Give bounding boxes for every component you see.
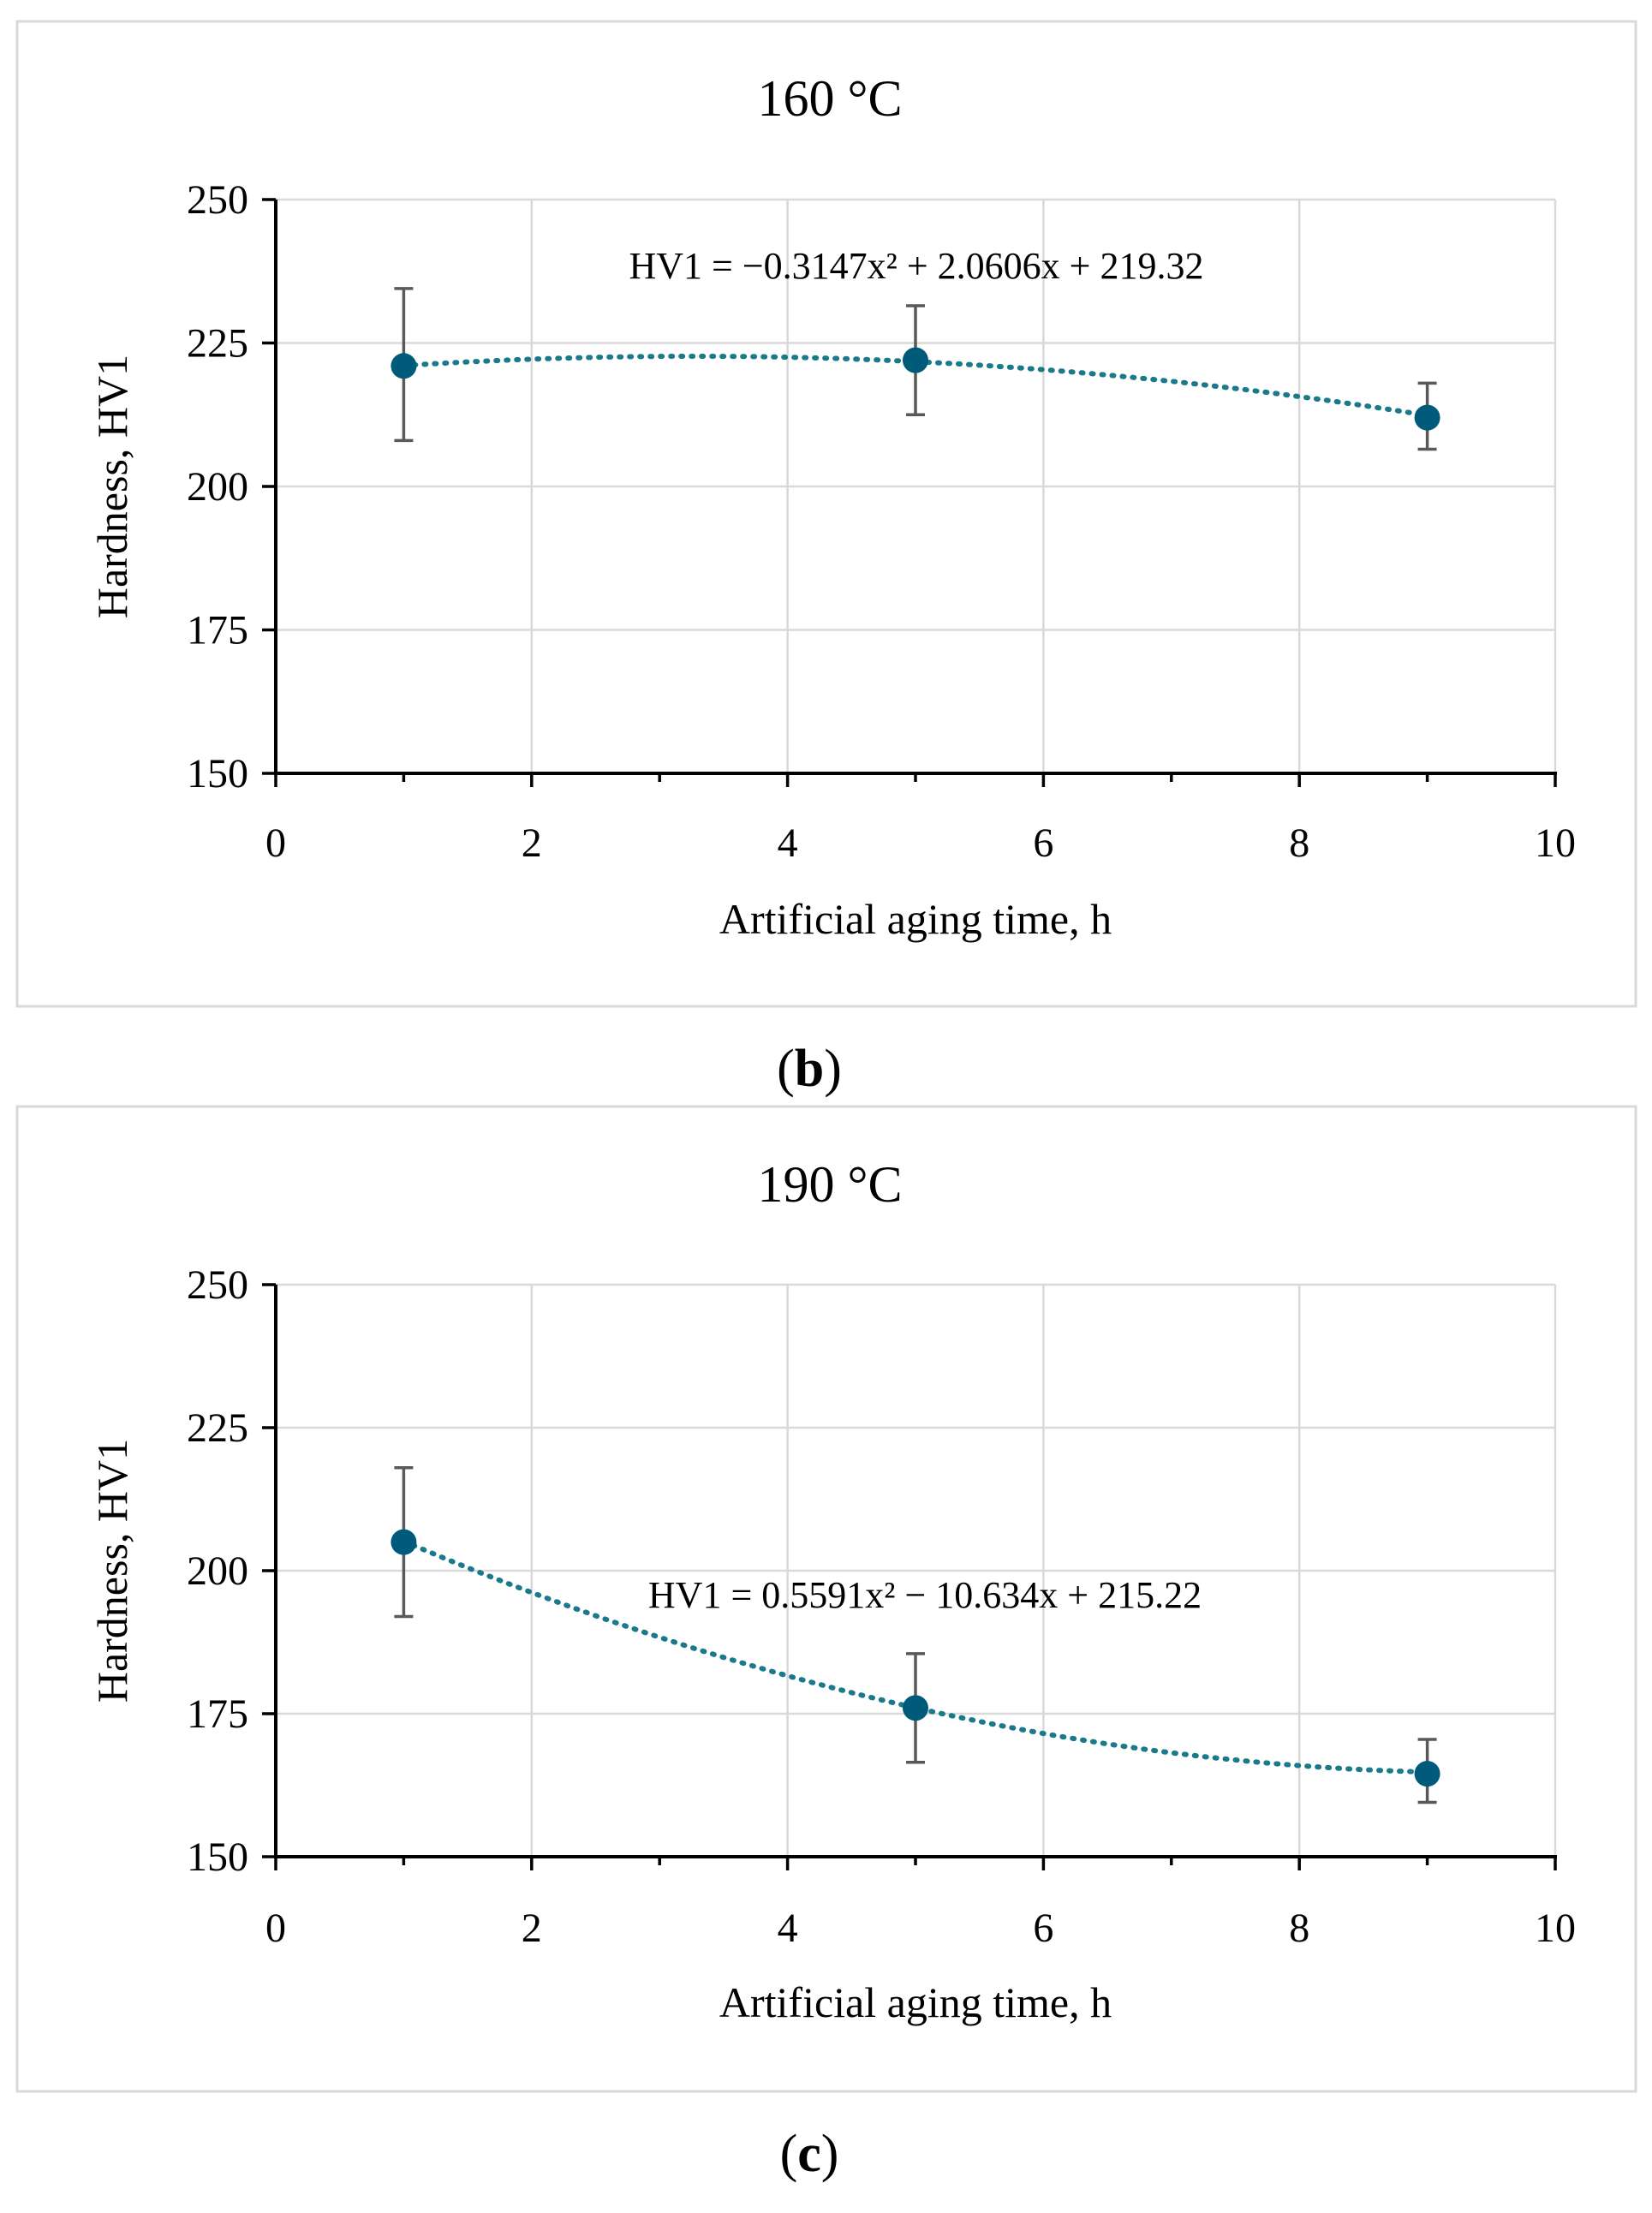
y-tick-label: 250 [187,177,248,223]
y-tick-label: 200 [187,1548,248,1594]
chart-frame [15,20,1637,1008]
y-tick-label: 150 [187,751,248,796]
x-tick-label: 8 [1289,1906,1309,1951]
y-tick-label: 225 [187,321,248,367]
data-point [391,353,417,379]
trendline-equation: HV1 = −0.3147x² + 2.0606x + 219.32 [629,245,1204,287]
y-axis-label: Hardness, HV1 [88,1439,136,1703]
panel-label: (c) [780,2125,839,2183]
data-point [1414,1761,1440,1787]
y-tick-label: 150 [187,1834,248,1880]
data-point [903,1695,928,1721]
y-tick-label: 225 [187,1405,248,1451]
x-tick-label: 10 [1535,820,1576,866]
data-point [903,347,928,373]
x-tick-label: 8 [1289,820,1309,866]
x-tick-label: 2 [522,820,542,866]
chart-title: 190 °C [757,1156,902,1213]
x-tick-label: 4 [778,1906,798,1951]
y-tick-label: 250 [187,1262,248,1308]
x-axis-label: Artificial aging time, h [719,1978,1112,2026]
x-tick-label: 6 [1033,1906,1053,1951]
y-axis-label: Hardness, HV1 [88,355,136,618]
x-tick-label: 6 [1033,820,1053,866]
x-tick-label: 0 [265,820,286,866]
panel-label: (b) [777,1040,842,1098]
y-tick-label: 200 [187,464,248,510]
x-tick-label: 4 [778,820,798,866]
chart-title: 160 °C [757,70,902,127]
trendline [401,1538,1430,1775]
trendline-equation: HV1 = 0.5591x² − 10.634x + 215.22 [648,1574,1202,1616]
data-point [1414,404,1440,431]
chart-panel-c: 150 175 200 225 250 0 2 4 6 8 10 190 °C Artificial a… [15,1105,1637,2093]
x-tick-label: 2 [522,1906,542,1951]
data-point [391,1529,417,1555]
x-axis-label: Artificial aging time, h [719,895,1112,943]
chart-frame [15,1105,1637,2093]
y-tick-label: 175 [187,1691,248,1737]
x-tick-label: 0 [265,1906,286,1951]
x-tick-label: 10 [1535,1906,1576,1951]
chart-panel-b: 150 175 200 225 250 0 2 4 6 8 10 160 °C Artificial a… [15,20,1637,1008]
y-tick-label: 175 [187,608,248,653]
